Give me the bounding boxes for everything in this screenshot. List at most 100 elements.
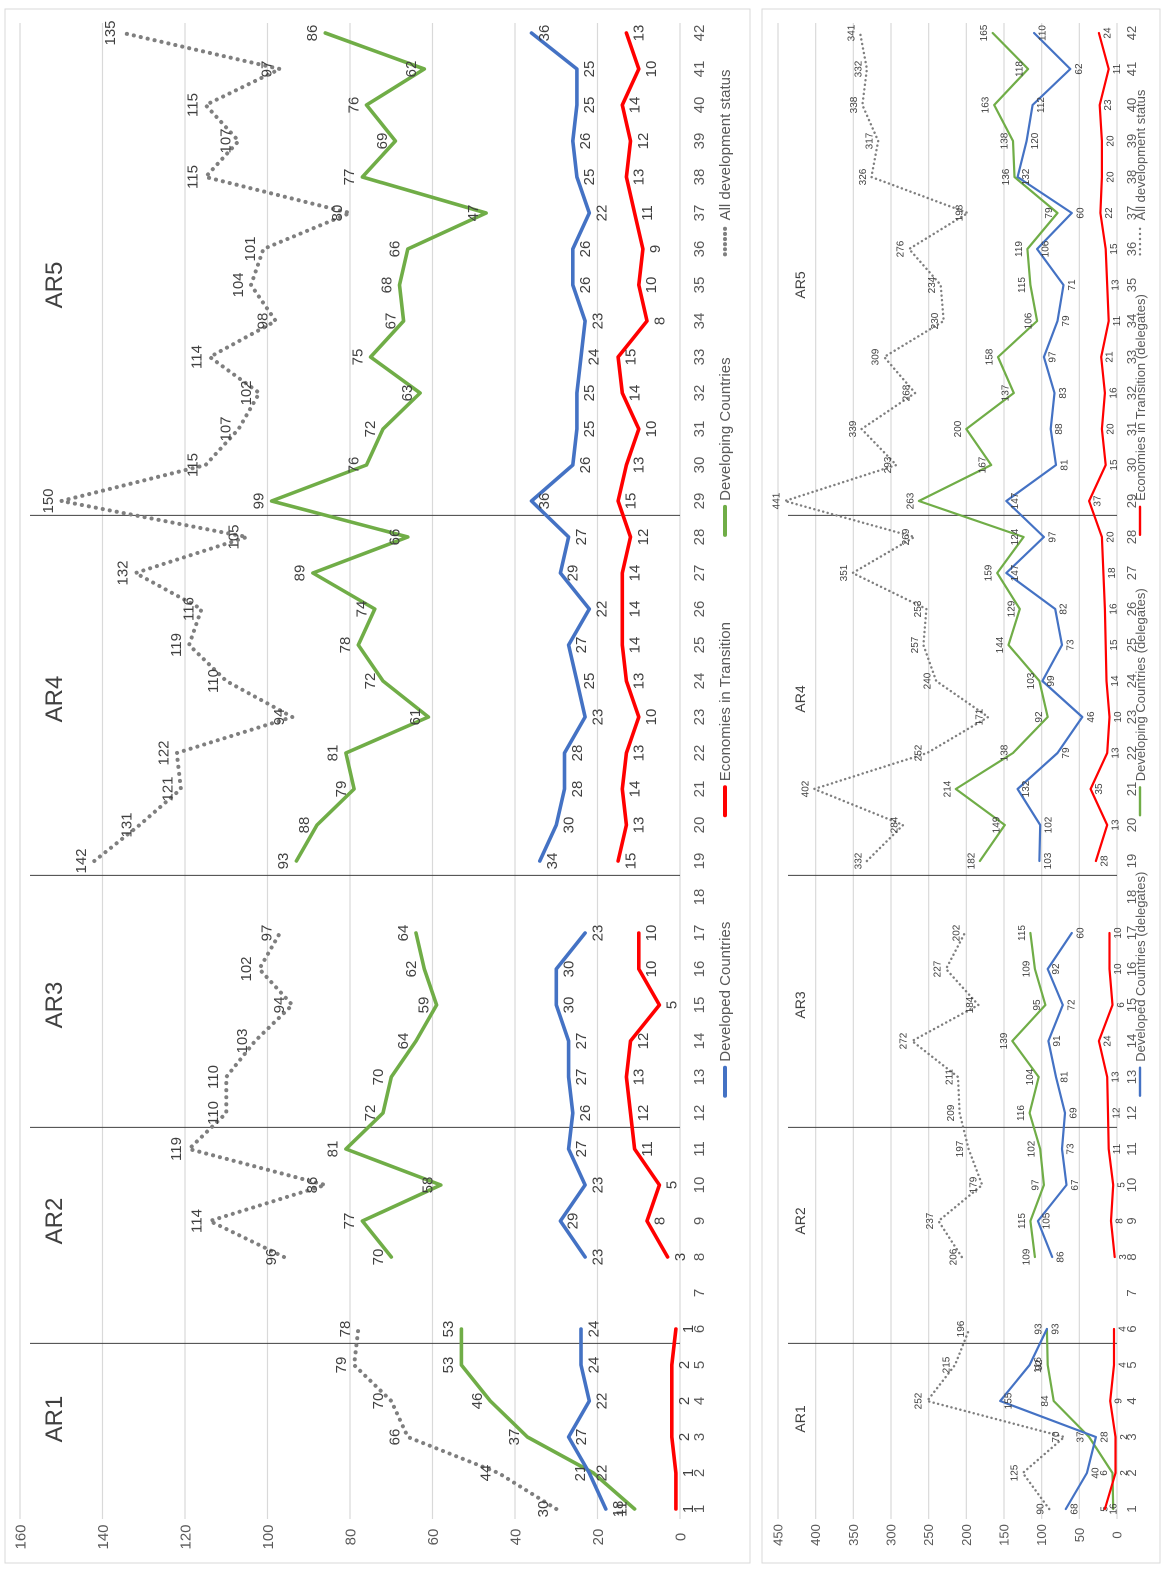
x-tick-label: 19 — [1124, 854, 1139, 868]
data-label: 13 — [1111, 1071, 1122, 1083]
legend-label: Economies in Transition (delegates) — [1133, 294, 1148, 501]
series-line — [999, 1327, 1098, 1511]
data-label: 138 — [1000, 744, 1011, 761]
data-label: 67 — [1070, 1179, 1081, 1191]
data-label: 14 — [627, 637, 644, 654]
data-label: 211 — [945, 1069, 956, 1085]
data-label: 15 — [622, 493, 639, 510]
data-label: 268 — [902, 384, 913, 401]
data-label: 37 — [506, 1429, 523, 1446]
data-label: 101 — [242, 236, 259, 261]
data-label: 53 — [440, 1321, 457, 1338]
data-label: 22 — [594, 205, 611, 222]
data-label: 8 — [651, 1217, 668, 1225]
data-label: 93 — [1050, 1323, 1061, 1335]
data-label: 116 — [1016, 1105, 1027, 1121]
data-label: 257 — [910, 636, 921, 653]
data-label: 107 — [217, 128, 234, 153]
data-label: 83 — [1058, 387, 1069, 399]
x-tick-label: 42 — [1124, 26, 1139, 40]
data-label: 102 — [238, 956, 255, 981]
data-label: 66 — [387, 241, 404, 258]
data-label: 70 — [370, 1393, 387, 1410]
data-label: 62 — [403, 61, 420, 78]
data-label: 69 — [1069, 1107, 1080, 1119]
data-label: 27 — [573, 637, 590, 654]
data-label: 20 — [1105, 135, 1116, 147]
data-label: 14 — [627, 781, 644, 798]
data-label: 115 — [184, 93, 201, 117]
data-label: 86 — [1056, 1251, 1067, 1263]
data-label: 115 — [1017, 277, 1028, 293]
x-tick-label: 2 — [691, 1469, 708, 1477]
data-label: 159 — [984, 564, 995, 581]
x-tick-label: 33 — [691, 349, 708, 366]
data-label: 81 — [325, 1141, 342, 1158]
data-label: 9 — [647, 245, 664, 253]
data-label: 339 — [848, 420, 859, 437]
data-label: 158 — [984, 348, 995, 365]
data-label: 149 — [991, 816, 1002, 833]
data-label: 25 — [581, 97, 598, 114]
x-tick-label: 38 — [691, 169, 708, 186]
data-label: 11 — [1112, 1143, 1123, 1154]
x-tick-label: 3 — [1124, 1433, 1139, 1440]
x-tick-label: 28 — [691, 529, 708, 546]
data-label: 272 — [899, 1032, 910, 1049]
x-tick-label: 12 — [691, 1105, 708, 1122]
data-label: 15 — [1109, 243, 1120, 255]
data-label: 36 — [536, 25, 553, 42]
data-label: 269 — [901, 528, 912, 545]
data-label: 93 — [275, 853, 292, 870]
data-label: 63 — [399, 385, 416, 402]
period-label: AR2 — [41, 1198, 68, 1245]
data-label: 4 — [1117, 1362, 1128, 1368]
period-label: AR3 — [41, 982, 68, 1029]
data-label: 30 — [561, 817, 578, 834]
chart-bottom-plot: 0 50 100 150 200 250 300 350 400 450 AR1 AR2 AR3 AR4 A… — [771, 23, 1148, 1546]
series-line — [1103, 1327, 1117, 1511]
data-label: 21 — [1105, 351, 1116, 363]
data-label: 79 — [1061, 747, 1072, 759]
data-label: 109 — [1021, 960, 1032, 977]
legend-label: All development status — [717, 69, 734, 220]
data-label: 10 — [1113, 711, 1124, 723]
x-tick-label: 35 — [1124, 278, 1139, 292]
data-label: 182 — [966, 852, 977, 869]
data-label: 214 — [942, 780, 953, 797]
data-label: 15 — [622, 853, 639, 870]
data-label: 131 — [118, 812, 135, 837]
series-line — [1097, 931, 1116, 1259]
x-tick-label: 18 — [1124, 890, 1139, 904]
y-tick-label: 300 — [884, 1524, 899, 1546]
data-label: 58 — [420, 1177, 437, 1194]
data-label: 77 — [341, 1213, 358, 1230]
data-label: 125 — [1009, 1464, 1020, 1481]
data-label: 96 — [263, 1249, 280, 1266]
x-tick-label: 4 — [691, 1397, 708, 1405]
data-label: 252 — [914, 1392, 925, 1409]
data-label: 61 — [407, 709, 424, 726]
y-tick-label: 0 — [1110, 1531, 1125, 1538]
period-label: AR5 — [792, 271, 808, 298]
x-tick-label: 16 — [691, 961, 708, 978]
x-tick-label: 13 — [691, 1069, 708, 1086]
data-label: 114 — [189, 1209, 206, 1233]
x-tick-label: 36 — [691, 241, 708, 258]
data-label: 78 — [337, 637, 354, 654]
data-label: 119 — [1014, 241, 1025, 257]
x-tick-label: 39 — [1124, 134, 1139, 148]
data-label: 115 — [184, 165, 201, 189]
data-label: 132 — [1021, 780, 1032, 797]
series-line — [624, 931, 670, 1259]
x-tick-label: 22 — [1124, 746, 1139, 760]
data-label: 18 — [1107, 567, 1118, 579]
data-label: 112 — [1036, 97, 1047, 113]
data-label: 70 — [1051, 1431, 1062, 1443]
data-label: 104 — [1025, 1068, 1036, 1085]
data-label: 184 — [965, 996, 976, 1013]
data-label: 135 — [102, 20, 119, 45]
data-label: 66 — [387, 1429, 404, 1446]
data-label: 24 — [1102, 27, 1113, 39]
data-label: 68 — [1069, 1503, 1080, 1515]
